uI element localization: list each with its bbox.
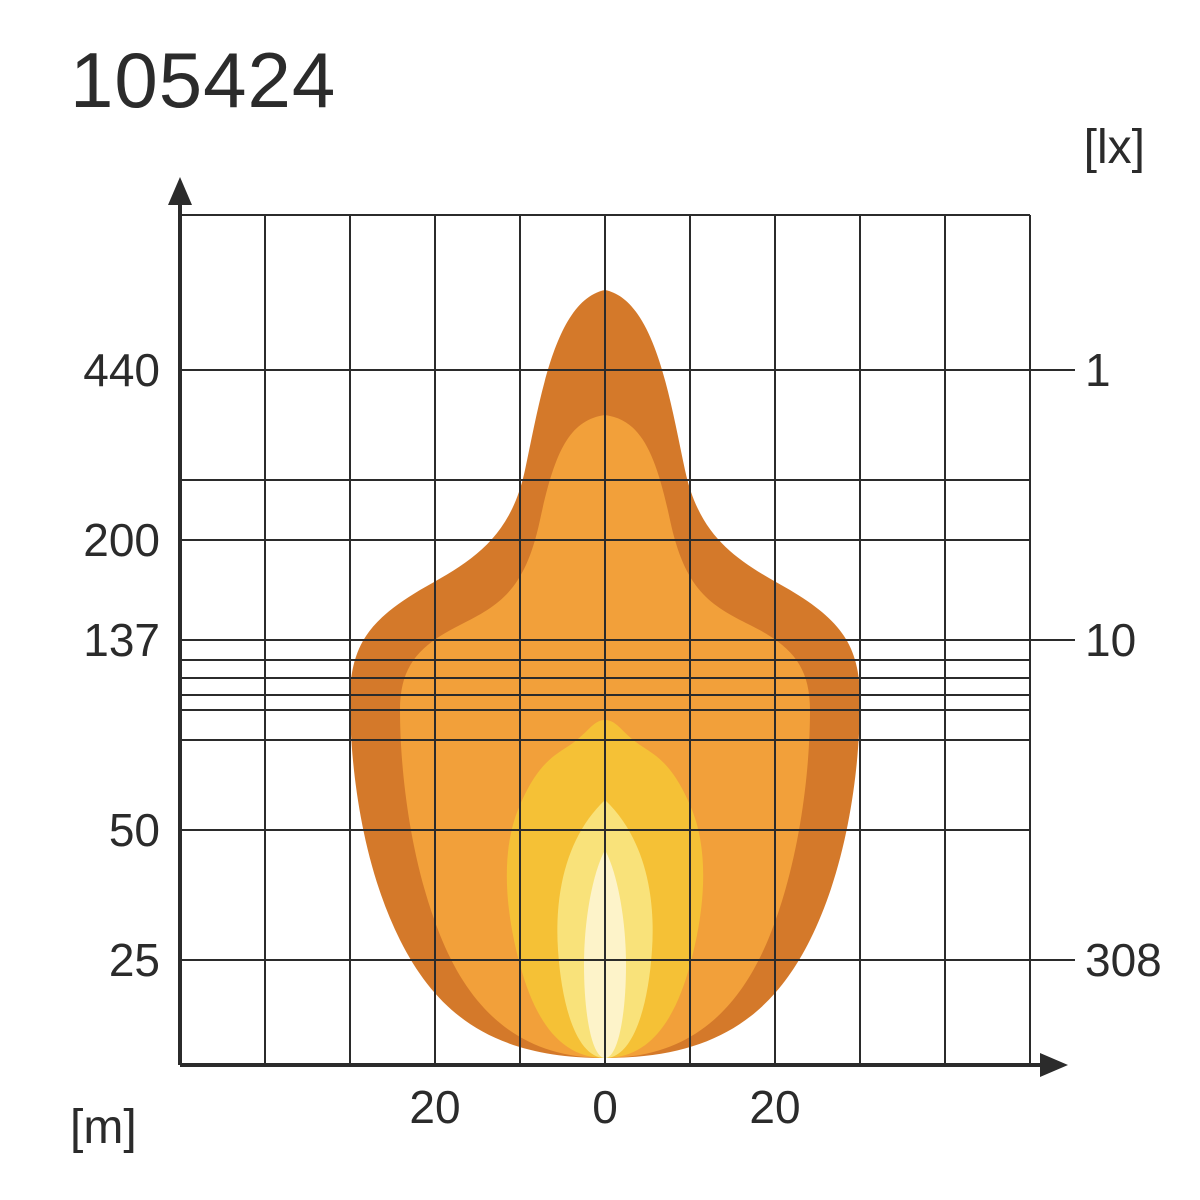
y-label: 440 — [83, 344, 160, 396]
x-label: 20 — [409, 1081, 460, 1133]
y-axis-arrow — [168, 177, 192, 205]
y-label: 50 — [109, 804, 160, 856]
lx-label: 1 — [1085, 344, 1111, 396]
x-label: 0 — [592, 1081, 618, 1133]
lx-label: 10 — [1085, 614, 1136, 666]
x-label: 20 — [749, 1081, 800, 1133]
y-label: 25 — [109, 934, 160, 986]
y-label: 137 — [83, 614, 160, 666]
isolux-chart: 440200137502511030820020 — [0, 0, 1200, 1200]
x-axis-arrow — [1040, 1053, 1068, 1077]
y-label: 200 — [83, 514, 160, 566]
lx-label: 308 — [1085, 934, 1162, 986]
